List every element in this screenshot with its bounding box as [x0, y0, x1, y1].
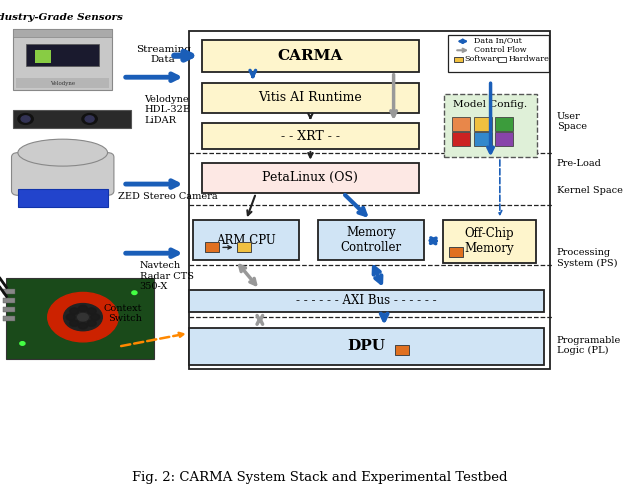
- Bar: [3, 306, 15, 312]
- Bar: [13, 29, 112, 90]
- Bar: [35, 50, 51, 62]
- Circle shape: [66, 314, 76, 320]
- Bar: [18, 189, 108, 206]
- Bar: [202, 40, 419, 72]
- Text: Industry-Grade Sensors: Industry-Grade Sensors: [0, 14, 124, 22]
- Bar: [3, 298, 15, 303]
- Bar: [189, 328, 544, 365]
- Circle shape: [78, 305, 88, 312]
- Circle shape: [20, 342, 25, 345]
- Bar: [395, 346, 409, 355]
- Ellipse shape: [18, 139, 108, 166]
- Circle shape: [48, 292, 118, 342]
- Text: ZED Stereo Camera: ZED Stereo Camera: [118, 192, 218, 201]
- Circle shape: [132, 291, 137, 295]
- Circle shape: [77, 313, 88, 321]
- Text: Model Config.: Model Config.: [454, 100, 527, 109]
- Text: PetaLinux (OS): PetaLinux (OS): [262, 171, 358, 184]
- Bar: [237, 243, 251, 252]
- Bar: [454, 57, 463, 62]
- Text: Context
Switch: Context Switch: [104, 304, 142, 323]
- Circle shape: [78, 323, 88, 329]
- Bar: [452, 132, 470, 146]
- Text: ARM CPU: ARM CPU: [216, 234, 276, 247]
- Bar: [202, 163, 419, 193]
- Circle shape: [91, 314, 100, 320]
- Bar: [449, 247, 463, 257]
- Bar: [6, 278, 154, 359]
- Bar: [444, 94, 537, 157]
- Text: Vitis AI Runtime: Vitis AI Runtime: [259, 91, 362, 104]
- Bar: [452, 117, 470, 131]
- Bar: [13, 110, 131, 128]
- Circle shape: [70, 308, 79, 314]
- Bar: [498, 57, 506, 62]
- Bar: [474, 117, 492, 131]
- Text: Data In/Out: Data In/Out: [474, 37, 522, 45]
- Bar: [16, 78, 109, 87]
- Bar: [474, 132, 492, 146]
- Text: Control Flow: Control Flow: [474, 46, 526, 54]
- Bar: [189, 289, 544, 312]
- Bar: [13, 29, 112, 37]
- Text: Kernel Space: Kernel Space: [557, 186, 623, 195]
- Text: Velodyne: Velodyne: [50, 81, 75, 86]
- Text: Streaming
Data: Streaming Data: [136, 45, 191, 64]
- Bar: [189, 31, 550, 369]
- Text: Software: Software: [465, 55, 501, 63]
- Circle shape: [85, 116, 94, 122]
- Circle shape: [87, 308, 96, 314]
- Text: Hardware: Hardware: [508, 55, 549, 63]
- Bar: [443, 220, 536, 263]
- Circle shape: [21, 116, 30, 122]
- Circle shape: [70, 320, 79, 326]
- Bar: [448, 35, 549, 72]
- Text: Fig. 2: CARMA System Stack and Experimental Testbed: Fig. 2: CARMA System Stack and Experimen…: [132, 471, 508, 484]
- FancyBboxPatch shape: [12, 153, 114, 195]
- Text: Velodyne
HDL-32E
LiDAR: Velodyne HDL-32E LiDAR: [144, 95, 190, 125]
- Circle shape: [18, 114, 33, 124]
- Bar: [202, 82, 419, 113]
- Bar: [3, 316, 15, 321]
- Circle shape: [82, 114, 97, 124]
- Bar: [495, 132, 513, 146]
- Bar: [3, 289, 15, 294]
- Text: CARMA: CARMA: [278, 49, 343, 62]
- Bar: [26, 44, 99, 65]
- Text: User
Space: User Space: [557, 112, 587, 131]
- Bar: [193, 220, 299, 261]
- Text: - - XRT - -: - - XRT - -: [281, 129, 340, 142]
- Text: Memory
Controller: Memory Controller: [340, 226, 401, 254]
- Bar: [318, 220, 424, 261]
- Text: Processing
System (PS): Processing System (PS): [557, 248, 618, 268]
- Text: Navtech
Radar CTS
350-X: Navtech Radar CTS 350-X: [140, 261, 193, 291]
- Circle shape: [63, 304, 102, 331]
- Bar: [205, 243, 219, 252]
- Bar: [202, 123, 419, 149]
- Text: Programable
Logic (PL): Programable Logic (PL): [557, 336, 621, 355]
- Text: - - - - - - AXI Bus - - - - - -: - - - - - - AXI Bus - - - - - -: [296, 294, 436, 307]
- Text: DPU: DPU: [348, 339, 385, 353]
- Text: Off-Chip
Memory: Off-Chip Memory: [465, 227, 514, 255]
- Circle shape: [87, 320, 96, 326]
- Bar: [495, 117, 513, 131]
- Text: Pre-Load: Pre-Load: [557, 160, 602, 168]
